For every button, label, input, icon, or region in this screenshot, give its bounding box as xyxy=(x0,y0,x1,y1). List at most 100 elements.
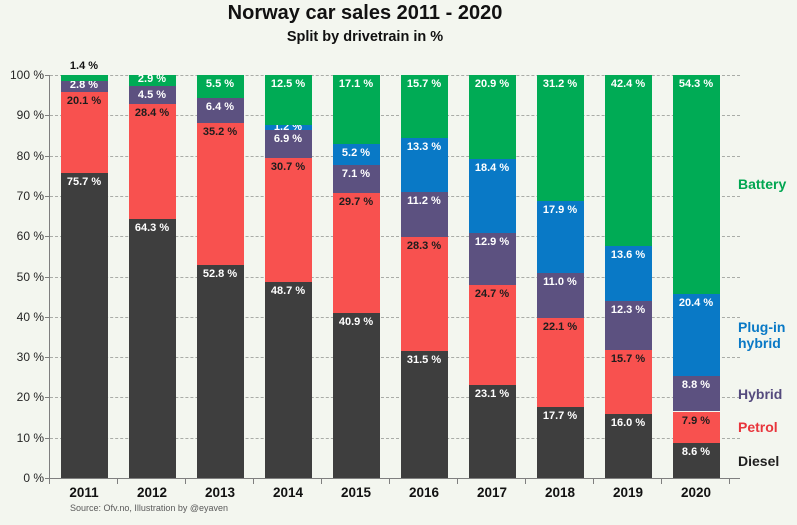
gridline xyxy=(50,276,740,278)
bar-segment xyxy=(672,376,720,412)
bar-segment xyxy=(60,75,108,81)
legend-item-diesel: Diesel xyxy=(738,453,797,469)
bar-segment xyxy=(332,313,380,478)
gridline xyxy=(50,437,740,439)
gridline xyxy=(50,357,740,359)
bar-segment xyxy=(196,265,244,478)
x-axis-tick xyxy=(321,479,322,484)
bar-segment xyxy=(60,91,108,173)
x-axis-tick xyxy=(593,479,594,484)
bar-segment xyxy=(604,300,652,351)
gridline xyxy=(50,155,740,157)
bar-segment xyxy=(468,75,516,160)
bar-segment xyxy=(264,130,312,158)
bar-segment xyxy=(536,273,584,318)
bar-segment xyxy=(128,86,176,105)
legend-item-hybrid: Hybrid xyxy=(738,386,797,402)
bar-segment xyxy=(400,237,448,352)
bar-segment xyxy=(604,75,652,246)
legend-label: Diesel xyxy=(738,452,780,469)
bar-segment xyxy=(536,317,584,407)
x-axis-category-label: 2011 xyxy=(69,485,99,500)
bar-segment xyxy=(400,75,448,139)
y-axis-tick-label: 20 % xyxy=(16,390,44,405)
bar-segment xyxy=(60,172,108,478)
chart-subtitle: Split by drivetrain in % xyxy=(286,29,444,45)
bar-segment xyxy=(128,74,176,87)
bar-segment xyxy=(536,75,584,202)
bar-segment xyxy=(468,233,516,286)
x-axis-tick xyxy=(661,479,662,484)
legend-label: Battery xyxy=(738,176,787,193)
legend-label: Plug-in xyxy=(738,318,786,335)
bar-segment-label: 1.4 % xyxy=(69,60,99,72)
legend-item-plug-in-hybrid: Plug-in hybrid xyxy=(738,319,797,351)
bar-segment xyxy=(264,281,312,478)
x-axis-category-label: 2014 xyxy=(272,485,304,500)
x-axis-tick xyxy=(729,479,730,484)
x-axis-tick xyxy=(49,479,50,484)
bar-segment xyxy=(128,218,176,478)
x-axis-tick xyxy=(525,479,526,484)
bar-segment xyxy=(264,125,312,131)
y-axis-tick xyxy=(45,478,50,479)
y-axis-tick-label: 90 % xyxy=(16,108,44,123)
y-axis-tick xyxy=(45,155,50,157)
y-axis-tick xyxy=(45,357,50,359)
bar-segment xyxy=(672,411,720,444)
bar-segment xyxy=(468,384,516,478)
plot-area: 0 % 10 % 20 % 30 % 40 % 50 % 60 % 70 % 80 % 90 % 1… xyxy=(10,60,786,500)
y-axis-tick-label: 0 % xyxy=(23,471,44,485)
gridline xyxy=(50,397,740,399)
chart-title: Norway car sales 2011 - 2020 xyxy=(227,2,503,24)
gridline xyxy=(50,236,740,238)
y-axis-tick xyxy=(45,437,50,439)
bar-segment xyxy=(264,158,312,282)
y-axis-tick-label: 70 % xyxy=(16,188,44,203)
bar-segment xyxy=(196,97,244,124)
gridline xyxy=(50,75,740,76)
y-axis-tick-label: 60 % xyxy=(16,229,44,244)
bar-segment xyxy=(536,201,584,274)
y-axis-tick xyxy=(45,397,50,399)
gridline xyxy=(50,316,740,318)
y-axis-tick-label: 50 % xyxy=(16,269,44,284)
x-axis-tick xyxy=(389,479,390,484)
bar-segment xyxy=(400,191,448,237)
bar-segment xyxy=(264,75,312,126)
bar-segment xyxy=(604,350,652,414)
x-axis-category-label: 2015 xyxy=(340,485,372,500)
x-axis-category-label: 2019 xyxy=(612,485,644,500)
y-axis-tick xyxy=(45,316,50,318)
y-axis-tick-label: 10 % xyxy=(16,430,44,445)
bar-segment xyxy=(128,104,176,219)
bar-segment xyxy=(468,159,516,234)
legend-item-battery: Battery xyxy=(738,176,797,192)
legend-label: Petrol xyxy=(738,419,778,436)
x-axis-category-label: 2013 xyxy=(204,485,236,500)
y-axis-tick-label: 100 % xyxy=(9,68,44,82)
bar-segment xyxy=(536,406,584,478)
bar-segment xyxy=(196,123,244,266)
legend-label: hybrid xyxy=(738,334,781,351)
bar-segment xyxy=(604,413,652,478)
bar-segment xyxy=(332,143,380,165)
x-axis-category-label: 2020 xyxy=(680,485,712,500)
bar-segment xyxy=(672,443,720,478)
bar-segment xyxy=(672,293,720,377)
x-axis-category-label: 2016 xyxy=(408,485,440,500)
x-axis-category-label: 2018 xyxy=(544,485,576,500)
bar-segment xyxy=(196,75,244,98)
y-axis-tick xyxy=(45,236,50,238)
x-axis-category-label: 2012 xyxy=(136,485,168,500)
x-axis-category-label: 2017 xyxy=(476,485,508,500)
bar-segment xyxy=(672,75,720,294)
y-axis-tick xyxy=(45,75,50,76)
bar-segment xyxy=(468,285,516,385)
y-axis-tick-label: 40 % xyxy=(16,309,44,324)
bar-segment xyxy=(332,193,380,314)
y-axis-tick xyxy=(45,115,50,117)
bar-segment xyxy=(400,351,448,478)
gridline xyxy=(50,115,740,117)
